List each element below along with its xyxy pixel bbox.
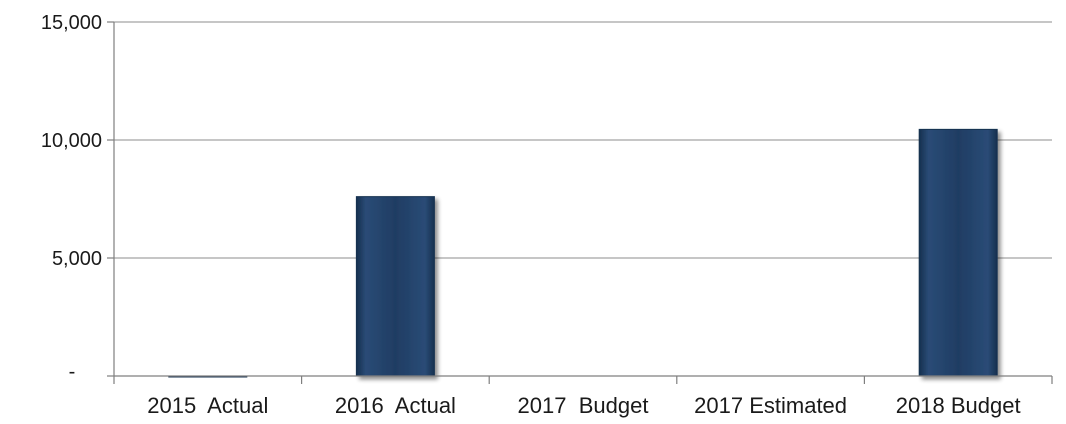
bars [168, 128, 998, 378]
bar [355, 196, 435, 377]
axes [107, 21, 1053, 384]
x-category-label: 2018 Budget [896, 393, 1021, 418]
x-category-labels: 2015 Actual 2016 Actual 2017 Budget 2017 Es… [147, 393, 1020, 418]
y-tick-label: 15,000 [41, 12, 102, 34]
bar [918, 128, 998, 377]
x-category-label: 2017 Estimated [694, 393, 847, 418]
x-category-label: 2017 Budget [518, 393, 649, 418]
y-tick-label: 5,000 [52, 248, 102, 270]
gridlines [114, 21, 1052, 259]
y-tick-label: 10,000 [41, 130, 102, 152]
y-tick-labels: - 5,000 10,000 15,000 [41, 12, 102, 383]
x-category-label: 2016 Actual [335, 393, 456, 418]
x-category-label: 2015 Actual [147, 393, 268, 418]
y-tick-label: - [69, 361, 76, 383]
